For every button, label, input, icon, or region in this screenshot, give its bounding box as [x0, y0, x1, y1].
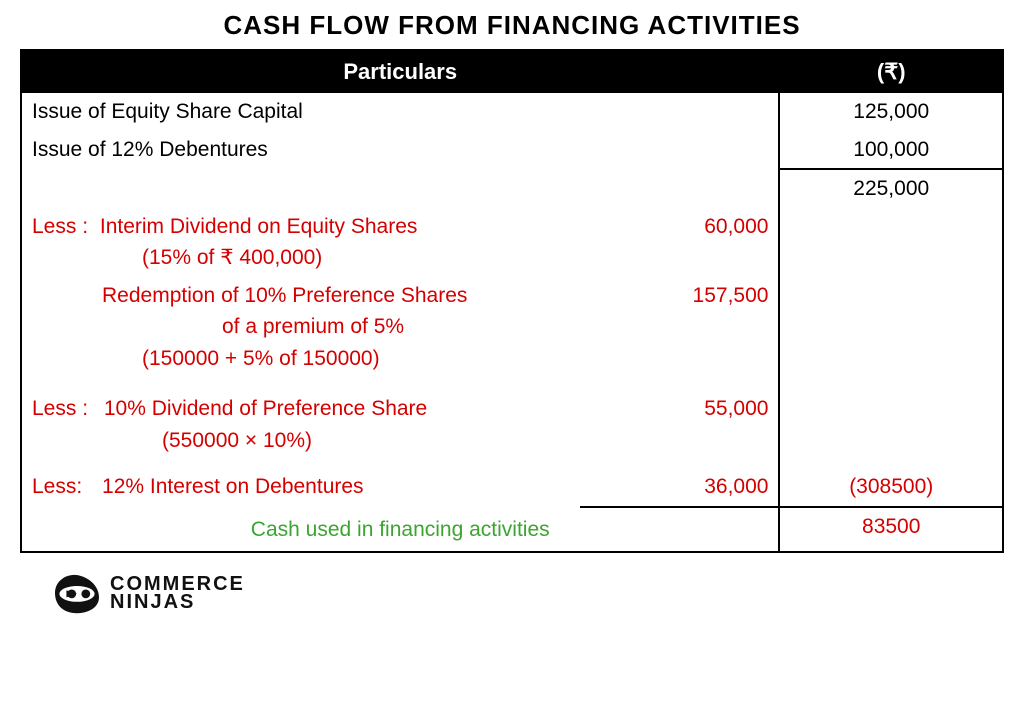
table-row-final: Cash used in financing activities 83500	[21, 507, 1003, 553]
page-title: CASH FLOW FROM FINANCING ACTIVITIES	[20, 10, 1004, 41]
less-prefix: Less :	[32, 397, 88, 420]
logo: COMMERCE NINJAS	[50, 571, 1004, 615]
row-note: of a premium of 5%	[102, 311, 570, 343]
table-row: Redemption of 10% Preference Shares of a…	[21, 277, 1003, 378]
row-note: (15% of ₹ 400,000)	[32, 242, 570, 274]
less-prefix: Less :	[32, 215, 88, 238]
row-amount: 125,000	[779, 93, 1003, 131]
row-amount: (308500)	[779, 459, 1003, 507]
table-header-row: Particulars (₹)	[21, 50, 1003, 93]
row-label: Issue of Equity Share Capital	[21, 93, 580, 131]
header-particulars: Particulars	[21, 50, 779, 93]
table-row: Less: 12% Interest on Debentures 36,000 …	[21, 459, 1003, 507]
row-label: Less : 10% Dividend of Preference Share …	[21, 377, 580, 459]
row-note2: (150000 + 5% of 150000)	[102, 343, 570, 375]
row-label: Issue of 12% Debentures	[21, 131, 580, 170]
ninja-icon	[50, 571, 104, 615]
row-subamount: 55,000	[580, 377, 780, 459]
row-amount: 100,000	[779, 131, 1003, 170]
row-text: Redemption of 10% Preference Shares	[102, 284, 467, 307]
logo-text-wrap: COMMERCE NINJAS	[110, 575, 245, 611]
row-text: 12% Interest on Debentures	[102, 475, 364, 498]
logo-line2: NINJAS	[110, 593, 245, 611]
table-row: 225,000	[21, 169, 1003, 208]
less-prefix: Less:	[32, 475, 82, 498]
row-subamount: 36,000	[580, 459, 780, 507]
table-row: Issue of 12% Debentures 100,000	[21, 131, 1003, 170]
row-subamount: 60,000	[580, 208, 780, 277]
row-note: (550000 × 10%)	[32, 425, 570, 457]
table-row: Less : 10% Dividend of Preference Share …	[21, 377, 1003, 459]
table-row: Less : Interim Dividend on Equity Shares…	[21, 208, 1003, 277]
final-label: Cash used in financing activities	[21, 507, 779, 553]
row-text: Interim Dividend on Equity Shares	[100, 215, 418, 238]
row-label: Redemption of 10% Preference Shares of a…	[21, 277, 580, 378]
final-amount: 83500	[779, 507, 1003, 553]
header-amount: (₹)	[779, 50, 1003, 93]
cashflow-table: Particulars (₹) Issue of Equity Share Ca…	[20, 49, 1004, 553]
subtotal-amount: 225,000	[779, 169, 1003, 208]
row-label: Less : Interim Dividend on Equity Shares…	[21, 208, 580, 277]
row-label: Less: 12% Interest on Debentures	[21, 459, 580, 507]
table-row: Issue of Equity Share Capital 125,000	[21, 93, 1003, 131]
row-subamount: 157,500	[580, 277, 780, 378]
row-text: 10% Dividend of Preference Share	[104, 397, 427, 420]
